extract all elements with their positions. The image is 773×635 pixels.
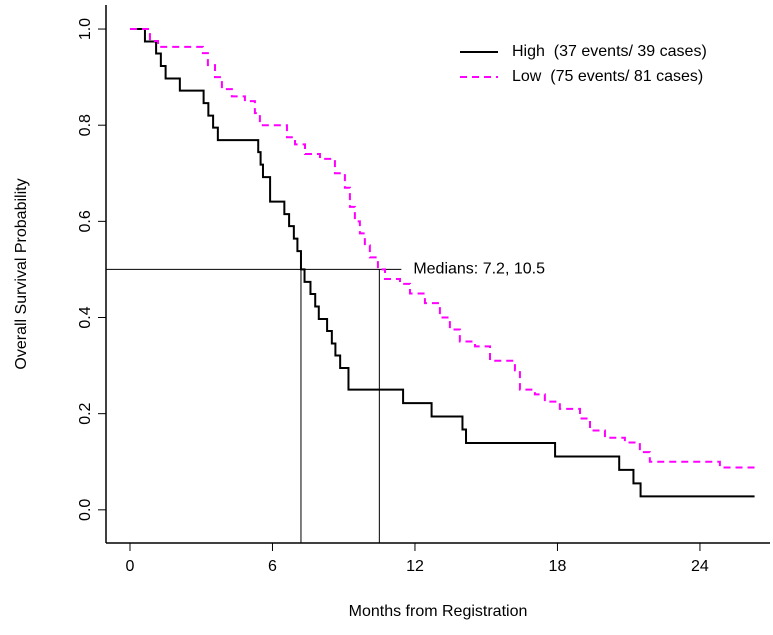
median-label: Medians: 7.2, 10.5	[413, 261, 545, 278]
legend-label: High (37 events/ 39 cases)	[512, 43, 707, 60]
x-tick-label: 18	[549, 558, 567, 575]
y-tick-label: 1.0	[77, 18, 94, 40]
x-axis-title: Months from Registration	[349, 603, 528, 620]
survival-curve	[129, 28, 756, 469]
y-tick-label: 0.8	[77, 114, 94, 136]
x-tick-label: 24	[691, 558, 709, 575]
x-tick-label: 0	[126, 558, 135, 575]
survival-curve	[129, 28, 755, 498]
y-tick-label: 0.2	[77, 402, 94, 424]
x-tick-label: 6	[268, 558, 277, 575]
y-tick-label: 0.6	[77, 210, 94, 232]
x-tick-label: 12	[406, 558, 424, 575]
legend-label: Low (75 events/ 81 cases)	[512, 68, 703, 85]
y-tick-label: 0.0	[77, 499, 94, 521]
y-tick-label: 0.4	[77, 306, 94, 328]
y-axis-title: Overall Survival Probability	[13, 178, 30, 369]
